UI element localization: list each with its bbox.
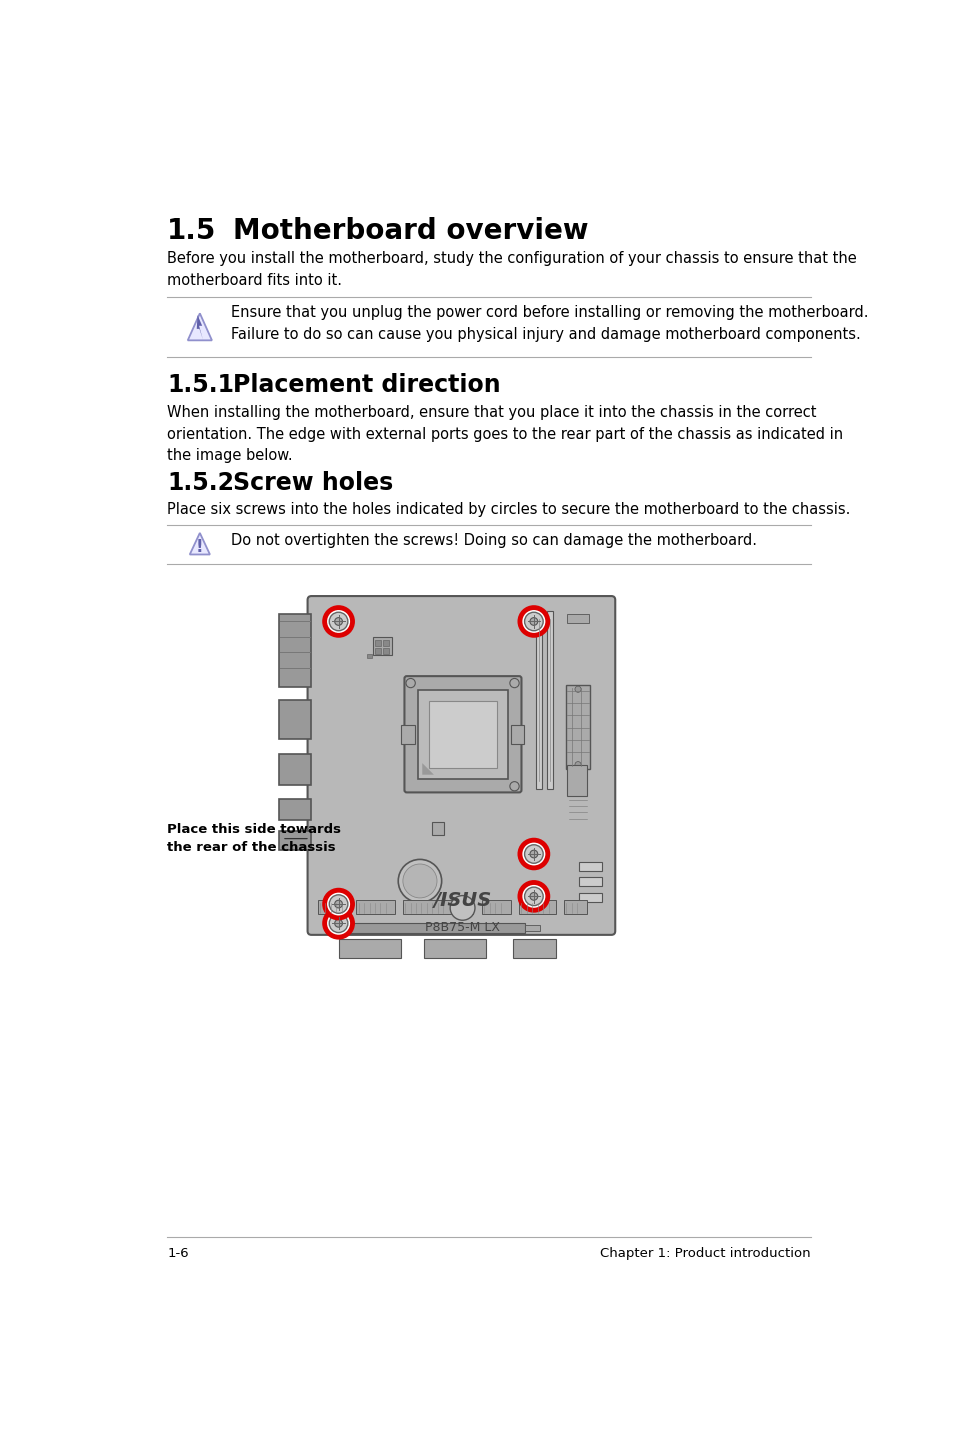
Circle shape: [575, 686, 580, 692]
Bar: [429, 700, 497, 768]
Bar: [518, 900, 556, 915]
Text: Motherboard overview: Motherboard overview: [233, 217, 588, 246]
Circle shape: [524, 844, 542, 863]
Bar: [317, 900, 348, 915]
Bar: [278, 614, 311, 687]
Bar: [546, 611, 553, 788]
Bar: [578, 861, 601, 871]
Polygon shape: [190, 533, 210, 555]
Bar: [578, 893, 601, 902]
Bar: [278, 700, 311, 739]
Bar: [382, 640, 389, 646]
Circle shape: [519, 883, 547, 910]
Text: 1.5.2: 1.5.2: [167, 472, 234, 495]
Circle shape: [450, 896, 475, 920]
Bar: [423, 939, 485, 958]
Polygon shape: [422, 764, 434, 775]
Circle shape: [329, 613, 348, 631]
Bar: [418, 690, 507, 778]
Circle shape: [524, 887, 542, 906]
Circle shape: [324, 608, 353, 636]
Bar: [338, 923, 524, 933]
Text: 1.5.1: 1.5.1: [167, 372, 234, 397]
Text: Screw holes: Screw holes: [233, 472, 393, 495]
Polygon shape: [188, 313, 212, 341]
Bar: [375, 640, 381, 646]
Text: Ensure that you unplug the power cord before installing or removing the motherbo: Ensure that you unplug the power cord be…: [231, 305, 867, 342]
Bar: [367, 654, 372, 659]
Bar: [565, 684, 590, 769]
Circle shape: [530, 617, 537, 626]
Bar: [375, 647, 381, 654]
Circle shape: [329, 894, 348, 913]
Text: !: !: [195, 538, 203, 555]
Circle shape: [519, 840, 547, 869]
Circle shape: [530, 893, 537, 900]
Text: /ISUS: /ISUS: [433, 890, 491, 910]
Circle shape: [575, 762, 580, 768]
Bar: [578, 877, 601, 886]
Bar: [401, 725, 415, 743]
Circle shape: [329, 915, 348, 933]
Circle shape: [406, 679, 415, 687]
Text: Before you install the motherboard, study the configuration of your chassis to e: Before you install the motherboard, stud…: [167, 252, 856, 288]
Text: 1-6: 1-6: [167, 1248, 189, 1261]
Circle shape: [524, 613, 542, 631]
Bar: [567, 765, 587, 797]
Bar: [278, 798, 311, 820]
Bar: [431, 823, 443, 835]
Bar: [338, 939, 400, 958]
Bar: [567, 614, 588, 623]
Text: Placement direction: Placement direction: [233, 372, 500, 397]
Circle shape: [509, 782, 518, 791]
Text: Place six screws into the holes indicated by circles to secure the motherboard t: Place six screws into the holes indicate…: [167, 502, 850, 518]
Bar: [524, 925, 539, 930]
Circle shape: [402, 864, 436, 897]
Bar: [278, 831, 311, 850]
Circle shape: [324, 890, 353, 917]
FancyBboxPatch shape: [404, 676, 521, 792]
Circle shape: [335, 900, 342, 907]
Bar: [356, 900, 395, 915]
Bar: [278, 754, 311, 785]
Bar: [382, 647, 389, 654]
Text: Do not overtighten the screws! Doing so can damage the motherboard.: Do not overtighten the screws! Doing so …: [231, 533, 756, 548]
Bar: [563, 900, 587, 915]
Circle shape: [530, 850, 537, 858]
Circle shape: [324, 909, 353, 938]
Bar: [481, 900, 511, 915]
Bar: [402, 900, 472, 915]
Polygon shape: [196, 315, 203, 339]
Text: P8B75-M LX: P8B75-M LX: [425, 920, 499, 933]
Text: Place this side towards
the rear of the chassis: Place this side towards the rear of the …: [167, 823, 341, 854]
Text: When installing the motherboard, ensure that you place it into the chassis in th: When installing the motherboard, ensure …: [167, 406, 842, 463]
Text: 1.5: 1.5: [167, 217, 216, 246]
Circle shape: [397, 860, 441, 903]
Circle shape: [519, 608, 547, 636]
Bar: [536, 611, 542, 788]
Circle shape: [335, 617, 342, 626]
FancyBboxPatch shape: [307, 597, 615, 935]
Circle shape: [335, 919, 342, 928]
Bar: [373, 637, 392, 656]
Circle shape: [509, 679, 518, 687]
Text: Chapter 1: Product introduction: Chapter 1: Product introduction: [599, 1248, 810, 1261]
Bar: [510, 725, 523, 743]
Bar: [513, 939, 555, 958]
